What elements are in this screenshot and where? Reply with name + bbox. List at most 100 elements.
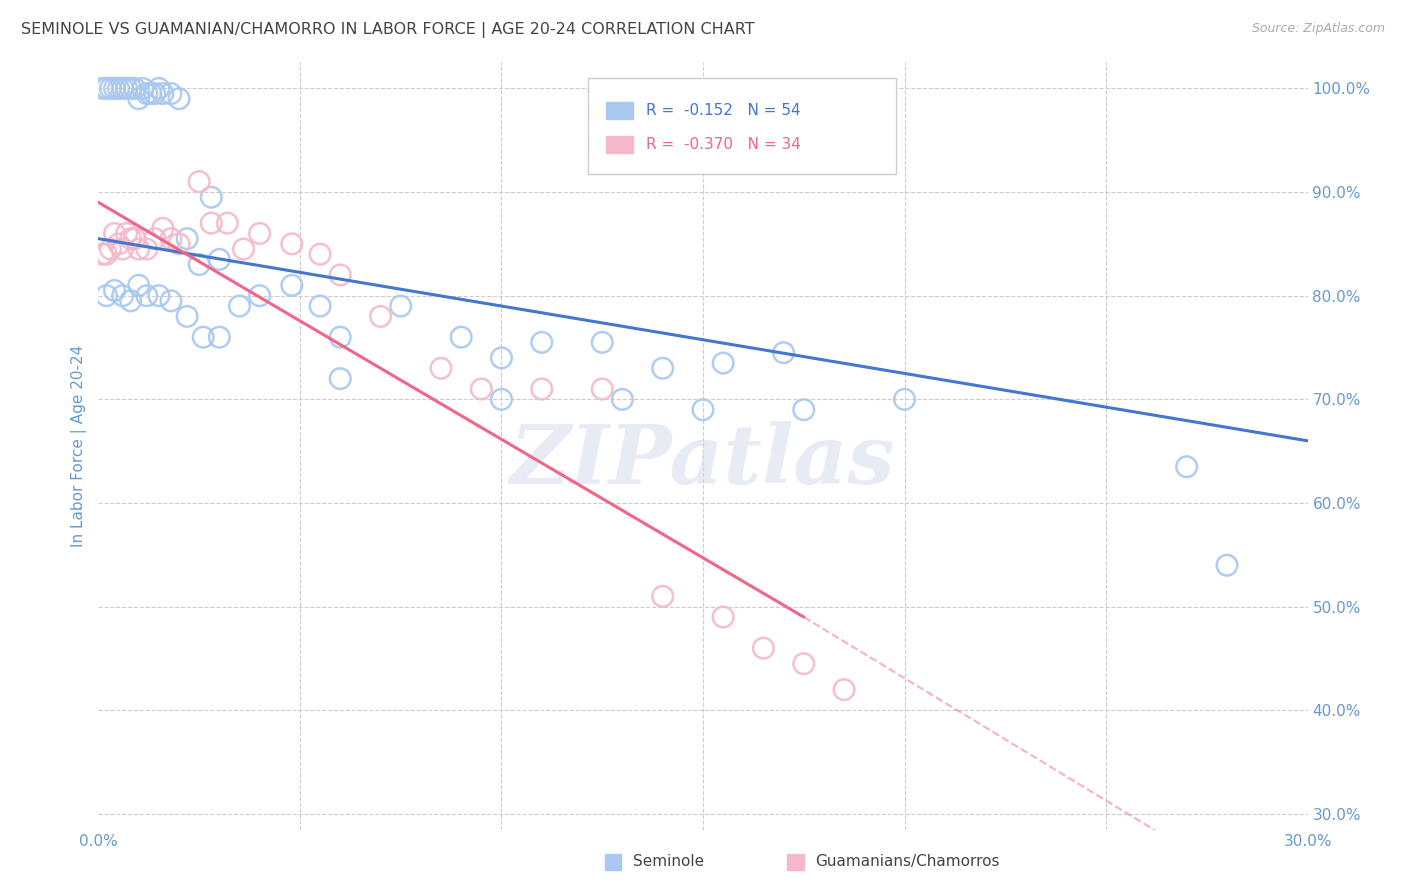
Point — [111, 81, 134, 95]
Point — [1216, 558, 1239, 573]
Point — [200, 216, 222, 230]
Point — [893, 392, 915, 407]
Text: R =  -0.152   N = 54: R = -0.152 N = 54 — [647, 103, 801, 119]
Point — [193, 330, 215, 344]
Point — [530, 335, 553, 350]
Point — [188, 175, 211, 189]
Point — [832, 682, 855, 697]
Point — [100, 81, 122, 95]
Point — [120, 293, 142, 308]
Point — [96, 288, 118, 302]
Point — [309, 299, 332, 313]
Point — [167, 236, 190, 251]
Point — [103, 81, 125, 95]
Point — [96, 81, 118, 95]
Point — [430, 361, 453, 376]
Point — [491, 351, 513, 365]
Point — [124, 81, 146, 95]
Point — [651, 590, 673, 604]
Point — [143, 87, 166, 101]
Point — [329, 371, 352, 385]
Point — [152, 87, 174, 101]
Point — [208, 252, 231, 267]
FancyBboxPatch shape — [787, 854, 804, 870]
Point — [329, 268, 352, 282]
Point — [148, 81, 170, 95]
FancyBboxPatch shape — [606, 103, 633, 120]
Point — [120, 232, 142, 246]
Point — [135, 87, 157, 101]
Point — [530, 382, 553, 396]
Text: Seminole: Seminole — [633, 855, 704, 869]
Point — [152, 221, 174, 235]
Point — [100, 242, 122, 256]
Point — [111, 288, 134, 302]
Point — [128, 92, 150, 106]
Point — [1175, 459, 1198, 474]
Point — [128, 278, 150, 293]
Point — [91, 247, 114, 261]
Point — [281, 278, 304, 293]
Point — [143, 232, 166, 246]
Point — [188, 258, 211, 272]
Text: ZIPatlas: ZIPatlas — [510, 421, 896, 501]
Point — [135, 242, 157, 256]
Point — [793, 657, 815, 671]
Point — [772, 345, 794, 359]
Point — [103, 227, 125, 241]
Point — [249, 227, 271, 241]
Y-axis label: In Labor Force | Age 20-24: In Labor Force | Age 20-24 — [72, 345, 87, 547]
FancyBboxPatch shape — [605, 854, 621, 870]
Point — [232, 242, 254, 256]
Point — [132, 81, 155, 95]
Point — [160, 293, 183, 308]
Point — [651, 361, 673, 376]
Point — [470, 382, 492, 396]
Point — [612, 392, 634, 407]
Point — [148, 288, 170, 302]
Text: R =  -0.370   N = 34: R = -0.370 N = 34 — [647, 137, 801, 152]
Point — [491, 392, 513, 407]
Point — [752, 641, 775, 656]
Point — [160, 87, 183, 101]
Point — [139, 87, 162, 101]
Point — [107, 236, 129, 251]
Point — [160, 232, 183, 246]
Point — [370, 310, 392, 324]
Point — [200, 190, 222, 204]
Text: SEMINOLE VS GUAMANIAN/CHAMORRO IN LABOR FORCE | AGE 20-24 CORRELATION CHART: SEMINOLE VS GUAMANIAN/CHAMORRO IN LABOR … — [21, 22, 755, 38]
Point — [91, 81, 114, 95]
Point — [281, 236, 304, 251]
Point — [208, 330, 231, 344]
Point — [309, 247, 332, 261]
Point — [329, 330, 352, 344]
Point — [692, 402, 714, 417]
Point — [591, 382, 613, 396]
Point — [217, 216, 239, 230]
Point — [120, 81, 142, 95]
Text: Guamanians/Chamorros: Guamanians/Chamorros — [815, 855, 1000, 869]
Point — [124, 232, 146, 246]
Point — [249, 288, 271, 302]
Point — [107, 81, 129, 95]
Point — [111, 242, 134, 256]
Point — [176, 232, 198, 246]
Point — [793, 402, 815, 417]
Point — [591, 335, 613, 350]
Point — [115, 81, 138, 95]
Point — [176, 310, 198, 324]
Point — [115, 227, 138, 241]
Point — [135, 288, 157, 302]
Point — [167, 92, 190, 106]
Text: Source: ZipAtlas.com: Source: ZipAtlas.com — [1251, 22, 1385, 36]
Point — [96, 247, 118, 261]
FancyBboxPatch shape — [588, 78, 897, 174]
FancyBboxPatch shape — [606, 136, 633, 153]
Point — [228, 299, 250, 313]
Point — [711, 610, 734, 624]
Point — [103, 284, 125, 298]
Point — [389, 299, 412, 313]
Point — [128, 242, 150, 256]
Point — [450, 330, 472, 344]
Point — [711, 356, 734, 370]
